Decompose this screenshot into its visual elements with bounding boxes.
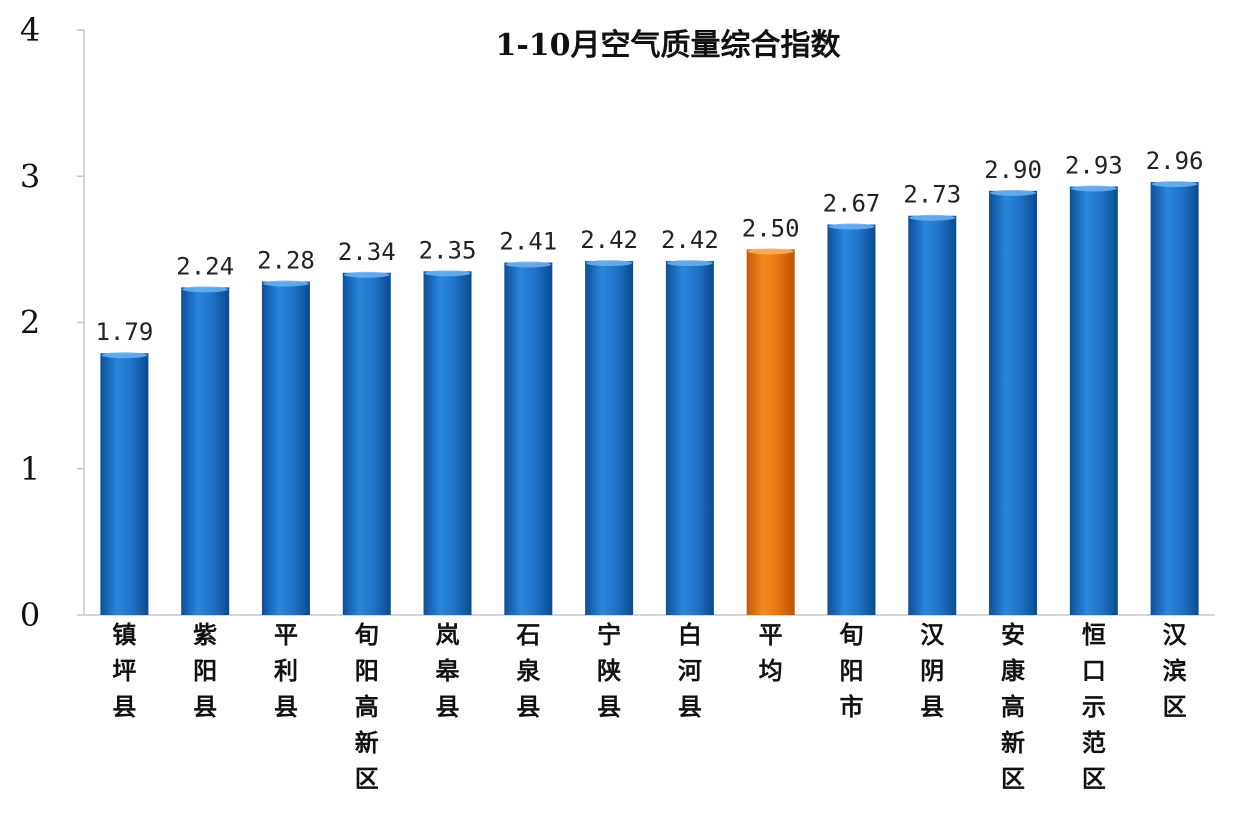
bar	[504, 262, 553, 615]
bar-top-highlight	[666, 260, 713, 267]
y-tick-label: 0	[20, 596, 40, 634]
data-label: 1.79	[95, 318, 153, 346]
bar-top-highlight	[1070, 185, 1117, 192]
bar-top-highlight	[1151, 181, 1198, 188]
data-label: 2.24	[176, 252, 234, 280]
category-label: 岚皋县	[436, 620, 461, 721]
category-label: 汉滨区	[1163, 620, 1188, 721]
category-label: 汉阴县	[920, 620, 945, 721]
data-label: 2.41	[499, 228, 557, 256]
bar	[585, 261, 634, 615]
bar	[342, 272, 391, 615]
bar	[423, 271, 472, 615]
y-axis-ticks: 0 1 2 3 4	[20, 11, 84, 634]
data-label: 2.28	[257, 247, 315, 275]
data-label: 2.34	[338, 238, 396, 266]
y-tick-label: 2	[20, 304, 40, 342]
y-tick-label: 3	[20, 157, 40, 195]
bar-top-highlight	[505, 261, 552, 268]
data-label: 2.50	[742, 214, 800, 242]
category-labels: 镇坪县 紫阳县 平利县 旬阳高新区 岚皋县 石泉县 宁陕县 白河县 平均 旬阳市 汉阴县 安康高新区 恒…	[112, 620, 1187, 793]
category-label: 白河县	[678, 620, 702, 721]
data-label: 2.35	[419, 236, 477, 264]
bars	[100, 181, 1199, 616]
bar-top-highlight	[828, 223, 875, 230]
category-label: 旬阳市	[839, 620, 863, 721]
bar	[665, 261, 714, 615]
data-label: 2.90	[984, 156, 1042, 184]
data-label: 2.67	[823, 190, 881, 218]
category-label: 恒口示范区	[1082, 620, 1106, 793]
data-label: 2.42	[580, 226, 638, 254]
bar	[989, 190, 1038, 615]
bar	[261, 281, 310, 615]
category-label: 旬阳高新区	[355, 620, 379, 793]
bar-top-highlight	[424, 270, 471, 277]
category-label: 紫阳县	[193, 620, 217, 721]
bar-top-highlight	[182, 286, 229, 293]
chart-title: 1-10月空气质量综合指数	[495, 28, 841, 63]
bar	[1069, 186, 1118, 616]
category-label: 宁陕县	[597, 620, 621, 721]
bar	[1150, 182, 1199, 615]
bar	[746, 249, 795, 615]
bar	[100, 353, 149, 615]
data-label: 2.96	[1146, 147, 1204, 175]
category-label: 石泉县	[515, 620, 541, 721]
bar-top-highlight	[990, 189, 1037, 196]
bar-top-highlight	[262, 280, 309, 287]
data-labels: 1.79 2.24 2.28 2.34 2.35 2.41 2.42 2.42 2.50 2.67…	[95, 147, 1203, 346]
bar-top-highlight	[747, 248, 794, 255]
bar-top-highlight	[343, 271, 390, 278]
bar-top-highlight	[101, 352, 148, 359]
bar	[827, 224, 876, 615]
category-label: 平均	[759, 620, 783, 685]
bar	[181, 287, 230, 615]
bar	[908, 215, 957, 616]
data-label: 2.93	[1065, 151, 1123, 179]
category-label: 安康高新区	[1001, 620, 1026, 793]
y-tick-label: 4	[20, 11, 40, 49]
bar-top-highlight	[909, 214, 956, 221]
data-label: 2.73	[903, 181, 961, 209]
category-label: 平利县	[274, 620, 298, 721]
bar-top-highlight	[586, 260, 633, 267]
data-label: 2.42	[661, 226, 719, 254]
category-label: 镇坪县	[112, 620, 136, 721]
y-tick-label: 1	[20, 450, 40, 488]
